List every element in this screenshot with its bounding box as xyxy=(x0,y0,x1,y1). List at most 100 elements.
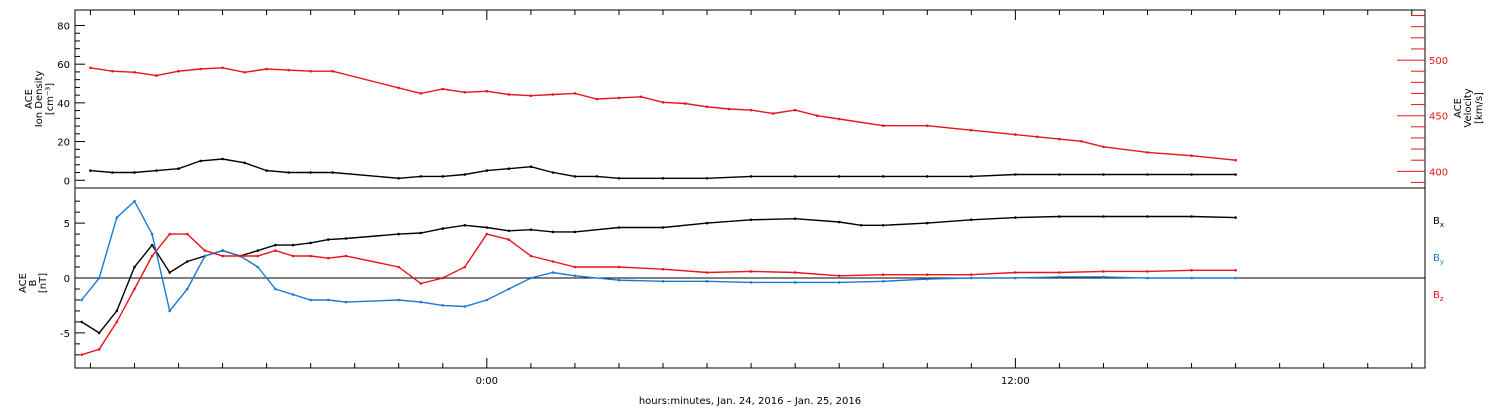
by-series-point xyxy=(97,276,101,280)
density-series-point xyxy=(155,169,158,172)
bz-series-point xyxy=(186,232,189,236)
bx-series-point xyxy=(80,320,83,324)
velocity-series-point xyxy=(837,117,841,121)
bx-series-point xyxy=(749,218,753,222)
by-series-point xyxy=(529,276,533,280)
velocity-series-point xyxy=(133,71,136,74)
bx-series-point xyxy=(551,230,555,234)
by-series-point xyxy=(507,287,511,291)
by-series-point xyxy=(1190,276,1193,280)
by-series-point xyxy=(970,276,973,280)
density-tick-label: 20 xyxy=(57,138,70,149)
velocity-series-line xyxy=(90,67,1236,161)
tick-marks xyxy=(75,10,1425,368)
by-series-point xyxy=(80,298,83,302)
bz-series-point xyxy=(168,232,171,236)
velocity-series-point xyxy=(177,69,180,73)
by-series-point xyxy=(881,280,885,283)
velocity-series-point xyxy=(970,128,973,132)
bz-series-point xyxy=(573,265,577,269)
bz-series-point xyxy=(926,273,929,277)
velocity-series-point xyxy=(1234,158,1237,162)
velocity-series-point xyxy=(749,108,753,112)
by-series-point xyxy=(837,281,841,284)
density-series-point xyxy=(309,171,312,174)
bz-series-point xyxy=(115,320,119,324)
bx-series-point xyxy=(661,226,665,229)
by-series-point xyxy=(168,309,171,313)
velocity-series-point xyxy=(705,105,709,109)
bz-series-point xyxy=(1102,270,1105,273)
by-series-point xyxy=(1058,275,1061,279)
by-series-point xyxy=(573,274,577,278)
x-axis-title: hours:minutes, Jan. 24, 2016 – Jan. 25, … xyxy=(639,396,861,407)
b-field-tick-label: 5 xyxy=(64,219,70,230)
data-series xyxy=(80,66,1237,357)
bx-series-point xyxy=(309,241,312,245)
by-series-point xyxy=(256,265,260,269)
top-left-axis-title-line1: ACE xyxy=(24,89,35,109)
bx-series-point xyxy=(97,331,101,335)
velocity-series-point xyxy=(727,107,731,111)
velocity-series-point xyxy=(595,97,599,101)
top-left-axis-unit: [cm⁻³] xyxy=(45,83,56,115)
by-series-line xyxy=(81,200,1236,313)
density-series-point xyxy=(837,175,841,178)
velocity-tick-label: 500 xyxy=(1429,56,1448,67)
velocity-series-point xyxy=(199,67,202,71)
bx-series-point xyxy=(133,265,136,269)
bx-series-point xyxy=(881,224,885,227)
bx-series-point xyxy=(150,243,154,247)
bz-series-line xyxy=(81,233,1236,356)
bz-series-point xyxy=(485,232,489,236)
bx-series-point xyxy=(168,271,171,274)
density-series-point xyxy=(485,169,489,172)
density-series-point xyxy=(463,173,467,176)
density-series-point xyxy=(926,175,929,178)
velocity-series-point xyxy=(265,67,268,71)
velocity-tick-label: 400 xyxy=(1429,167,1448,178)
bz-series-point xyxy=(133,287,136,291)
bz-series-point xyxy=(150,254,154,258)
bx-series-point xyxy=(1146,215,1149,218)
bx-series-point xyxy=(837,220,841,224)
tick-labels: 0 20 40 60 80 400 450 500 -5 0 5 0:00 12:00 xyxy=(57,21,1448,387)
velocity-series-point xyxy=(1146,151,1149,154)
top-right-axis-unit: [km/s] xyxy=(1474,92,1485,124)
bz-series-point xyxy=(881,273,885,277)
density-series-point xyxy=(243,161,246,165)
bx-series-point xyxy=(463,224,467,227)
bx-series-point xyxy=(115,309,119,313)
bz-series-point xyxy=(529,254,533,258)
bx-series-point xyxy=(926,221,929,225)
density-series-line xyxy=(90,158,1236,180)
by-series-point xyxy=(419,300,423,304)
bx-series-point xyxy=(485,226,489,229)
bz-series-point xyxy=(837,274,841,278)
density-series-point xyxy=(133,171,136,174)
bx-series-point xyxy=(859,224,863,227)
bx-series-point xyxy=(1190,215,1193,218)
density-tick-label: 80 xyxy=(57,21,70,32)
density-series-point xyxy=(1102,173,1105,176)
velocity-series-point xyxy=(243,71,246,74)
by-series-point xyxy=(1146,276,1149,280)
by-series-point xyxy=(749,281,753,284)
bz-series-point xyxy=(419,282,423,285)
by-series-point xyxy=(327,298,330,302)
density-series-point xyxy=(595,175,599,178)
by-series-point xyxy=(150,232,154,236)
bz-series-point xyxy=(397,265,401,269)
density-series-point xyxy=(529,165,533,168)
density-series-point xyxy=(199,159,202,163)
velocity-series-point xyxy=(1036,135,1039,139)
velocity-series-point xyxy=(793,108,797,112)
bx-series-point xyxy=(573,230,577,234)
density-series-point xyxy=(397,177,401,180)
velocity-series-point xyxy=(485,89,489,93)
velocity-series-point xyxy=(529,94,533,97)
velocity-series-point xyxy=(331,69,335,73)
bx-series-point xyxy=(1014,216,1017,219)
bx-series-point xyxy=(529,228,533,231)
bx-series-point xyxy=(291,243,295,247)
